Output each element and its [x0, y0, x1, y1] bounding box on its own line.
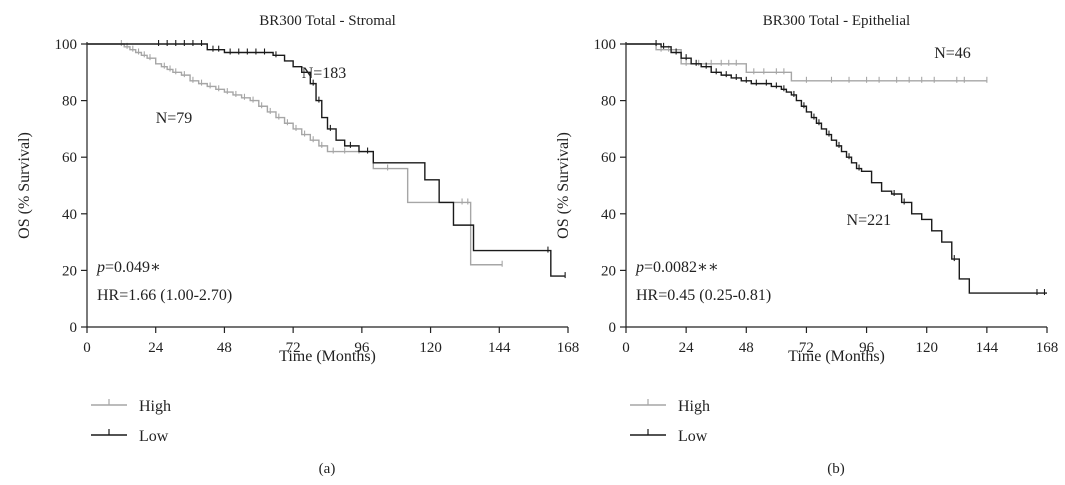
- p-symbol: p: [635, 259, 644, 276]
- y-tick-label: 80: [62, 94, 77, 110]
- km-panel-1: BR300 Total - Stromal 0 20 40 60 80 100 0 24 48 72…: [16, 13, 579, 477]
- legend-label: High: [678, 398, 710, 415]
- chart-title: BR300 Total - Stromal: [259, 13, 396, 29]
- survival-curve-high: [626, 43, 987, 82]
- survival-curve-high: [87, 43, 503, 266]
- series-low: N=221: [626, 40, 1047, 296]
- x-tick-label: 72: [286, 340, 301, 356]
- p-value: =0.0082∗∗: [644, 259, 719, 276]
- x-tick-label: 96: [859, 340, 875, 356]
- y-tick-label: 40: [62, 207, 77, 223]
- y-axis-label: OS (% Survival): [16, 132, 33, 239]
- y-tick-label: 80: [601, 94, 616, 110]
- x-tick-label: 24: [148, 340, 164, 356]
- x-tick-label: 144: [488, 340, 511, 356]
- series-high: N=79: [87, 40, 503, 267]
- p-value-annotation: p=0.049∗: [96, 259, 161, 276]
- y-tick-label: 100: [55, 37, 78, 53]
- legend-entry-low: Low: [91, 428, 169, 445]
- legend-entry-high: High: [630, 398, 710, 415]
- y-tick-label: 60: [601, 150, 616, 166]
- series-high: N=46: [626, 43, 988, 83]
- panel-caption: (a): [319, 461, 336, 477]
- y-tick-label: 60: [62, 150, 77, 166]
- y-tick-label: 0: [609, 320, 617, 336]
- x-tick-label: 144: [976, 340, 999, 356]
- survival-curve-low: [626, 43, 1047, 294]
- p-value-annotation: p=0.0082∗∗: [635, 259, 719, 276]
- x-tick-label: 48: [739, 340, 754, 356]
- legend-entry-high: High: [91, 398, 171, 415]
- legend-label: High: [139, 398, 171, 415]
- survival-curve-low: [87, 43, 566, 277]
- y-axis-label: OS (% Survival): [555, 132, 572, 239]
- series-low: N=183: [87, 40, 566, 279]
- panel-caption: (b): [827, 461, 845, 477]
- chart-title: BR300 Total - Epithelial: [763, 13, 910, 29]
- p-value: =0.049∗: [105, 259, 161, 276]
- n-label-high: N=46: [934, 45, 971, 62]
- n-label-low: N=221: [847, 212, 892, 229]
- x-tick-label: 0: [622, 340, 630, 356]
- x-axis-label: Time (Months): [788, 348, 885, 365]
- x-tick-label: 48: [217, 340, 232, 356]
- x-tick-label: 0: [83, 340, 91, 356]
- y-tick-label: 20: [601, 263, 616, 279]
- y-tick-label: 100: [594, 37, 617, 53]
- y-tick-label: 0: [70, 320, 78, 336]
- x-tick-label: 120: [419, 340, 442, 356]
- p-symbol: p: [96, 259, 105, 276]
- hazard-ratio-annotation: HR=0.45 (0.25-0.81): [636, 287, 771, 304]
- legend-entry-low: Low: [630, 428, 708, 445]
- x-tick-label: 120: [915, 340, 938, 356]
- hazard-ratio-annotation: HR=1.66 (1.00-2.70): [97, 287, 232, 304]
- x-tick-label: 168: [1036, 340, 1059, 356]
- x-tick-label: 72: [799, 340, 814, 356]
- x-axis-label: Time (Months): [279, 348, 376, 365]
- y-tick-label: 20: [62, 263, 77, 279]
- km-panel-2: BR300 Total - Epithelial 0 20 40 60 80 100 0 24 4…: [555, 13, 1058, 477]
- y-tick-label: 40: [601, 207, 616, 223]
- n-label-high: N=79: [156, 110, 193, 127]
- n-label-low: N=183: [302, 65, 347, 82]
- legend-label: Low: [678, 428, 708, 445]
- x-tick-label: 168: [557, 340, 580, 356]
- x-tick-label: 96: [354, 340, 370, 356]
- legend-label: Low: [139, 428, 169, 445]
- x-tick-label: 24: [679, 340, 695, 356]
